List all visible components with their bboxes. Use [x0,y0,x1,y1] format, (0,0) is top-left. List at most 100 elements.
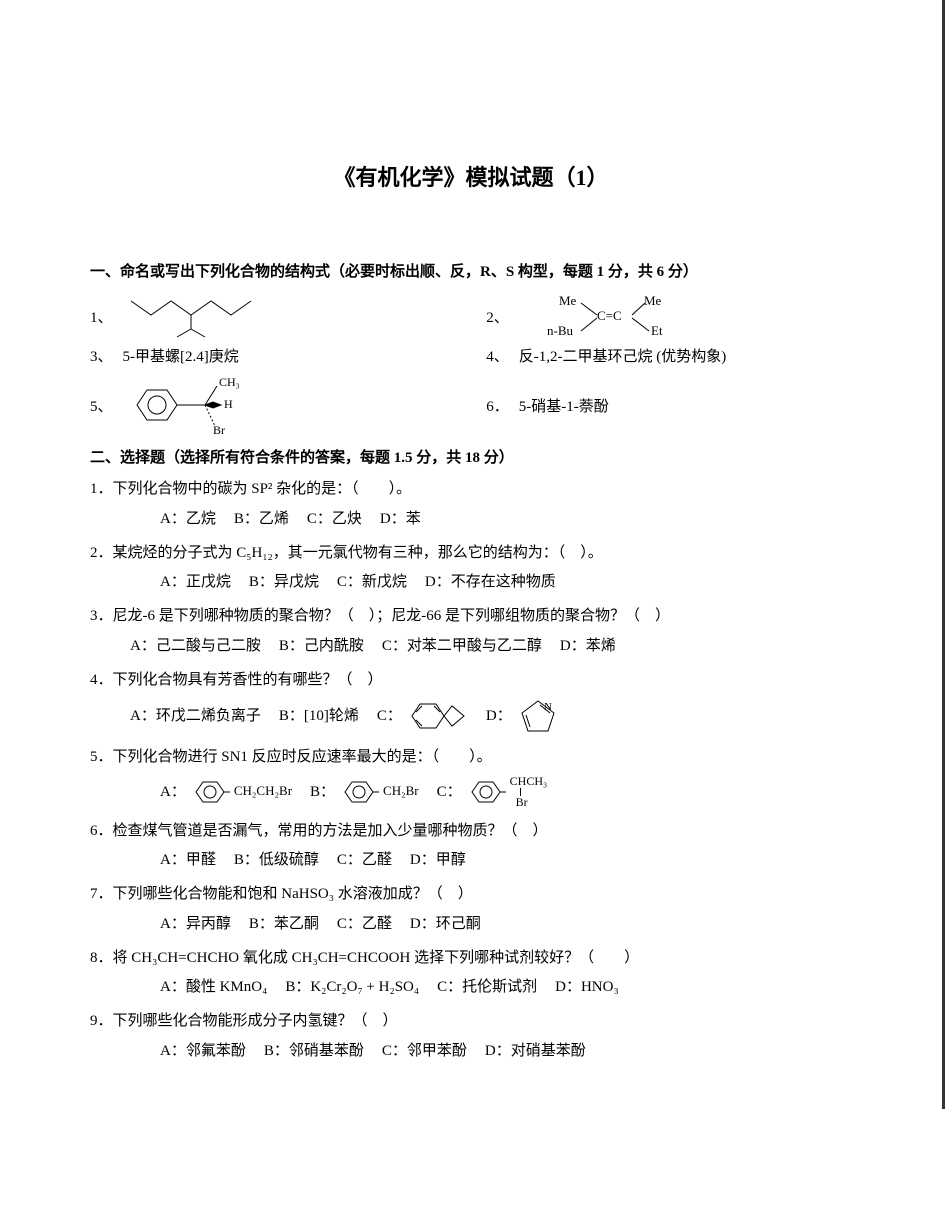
q6-A: A：甲醛 [160,848,216,872]
svg-text:N: N [544,701,552,713]
q8-options: A：酸性 KMnO₄ B：K₂Cr₂O₇ + H₂SO₄ C：托伦斯试剂 D：H… [160,975,852,999]
q8-D: D：HNO₃ [555,975,619,999]
q9-options: A：邻氟苯酚 B：邻硝基苯酚 C：邻甲苯酚 D：对硝基苯酚 [160,1039,852,1063]
q1-B: B：乙烯 [234,507,289,531]
s1-item1-structure [123,293,273,339]
s1-item2: 2、 Me Me n-Bu Et C=C [486,291,852,341]
q6-C: C：乙醛 [337,848,392,872]
q3-B: B：己内酰胺 [279,634,364,658]
q6-stem: 6．检查煤气管道是否漏气，常用的方法是加入少量哪种物质？（ ） [90,819,852,845]
s1-item5-label: 5、 [90,395,113,416]
q4-A: A：环戊二烯负离子 [130,704,261,728]
q9-C: C：邻甲苯酚 [382,1039,467,1063]
s1-item6-label: 6． [486,395,509,416]
q5-C-wrap: C： CHCH₃ Br [437,775,548,809]
q2-B: B：异戊烷 [249,570,319,594]
q5-C-textcol: CHCH₃ Br [510,775,548,809]
s1-item2-structure: Me Me n-Bu Et C=C [519,291,699,341]
s1-row-1-2: 1、 2、 Me Me n-Bu Et C=C [90,291,852,341]
q5-C-text-top: CHCH₃ [510,775,548,788]
q9-stem: 9．下列哪些化合物能形成分子内氢键？（ ） [90,1009,852,1035]
q3-D: D：苯烯 [560,634,616,658]
q4-C-wrap: C： [377,698,468,734]
s1-item1: 1、 [90,293,486,339]
q4-stem: 4．下列化合物具有芳香性的有哪些？（ ） [90,668,852,694]
s1-item4: 4、 反-1,2-二甲基环己烷 (优势构象) [486,345,852,366]
main-title: 《有机化学》模拟试题（1） [90,160,852,192]
q8-C: C：托伦斯试剂 [437,975,537,999]
q1-options: A：乙烷 B：乙烯 C：乙炔 D：苯 [160,507,852,531]
q7-A: A：异丙醇 [160,912,231,936]
s1-item3: 3、 5-甲基螺[2.4]庚烷 [90,345,486,366]
q4-C: C： [377,704,402,728]
q1-A: A：乙烷 [160,507,216,531]
q6-D: D：甲醇 [410,848,466,872]
q8-A: A：酸性 KMnO₄ [160,975,267,999]
q5-A-text: CH₂CH₂Br [234,781,292,802]
s1-item5: 5、 CH₃ H Br [90,372,486,438]
q6-B: B：低级硫醇 [234,848,319,872]
q8-B: B：K₂Cr₂O₇ + H₂SO₄ [285,975,419,999]
q2-A: A：正戊烷 [160,570,231,594]
svg-text:CH₃: CH₃ [219,375,240,389]
q5-stem: 5．下列化合物进行 SN1 反应时反应速率最大的是：（ ）。 [90,745,852,771]
svg-text:n-Bu: n-Bu [547,323,574,338]
svg-text:C=C: C=C [597,308,622,323]
q7-D: D：环己酮 [410,912,481,936]
q7-options: A：异丙醇 B：苯乙酮 C：乙醛 D：环己酮 [160,912,852,936]
section2-heading: 二、选择题（选择所有符合条件的答案，每题 1.5 分，共 18 分） [90,446,852,467]
q3-C: C：对苯二甲酸与乙二醇 [382,634,542,658]
q8-stem: 8．将 CH₃CH=CHCHO 氧化成 CH₃CH=CHCOOH 选择下列哪种试… [90,946,852,972]
q9-D: D：对硝基苯酚 [485,1039,586,1063]
q5-A-wrap: A： CH₂CH₂Br [160,777,292,807]
s1-item5-structure: CH₃ H Br [123,372,263,438]
q5-A: A： [160,780,186,804]
svg-text:Br: Br [213,423,225,437]
q1-stem: 1．下列化合物中的碳为 SP² 杂化的是：（ ）。 [90,477,852,503]
q2-options: A：正戊烷 B：异戊烷 C：新戊烷 D：不存在这种物质 [160,570,852,594]
s1-item6-text: 5-硝基-1-萘酚 [519,395,609,416]
q2-stem: 2．某烷烃的分子式为 C₅H₁₂，其一元氯代物有三种，那么它的结构为：（ ）。 [90,541,852,567]
q9-A: A：邻氟苯酚 [160,1039,246,1063]
q9-B: B：邻硝基苯酚 [264,1039,364,1063]
q5-C-phenyl [466,777,506,807]
q4-D-structure: N [516,697,560,735]
s1-item2-label: 2、 [486,306,509,327]
q5-B: B： [310,780,335,804]
q3-A: A：己二酸与己二胺 [130,634,261,658]
q5-A-phenyl [190,777,230,807]
q4-D-wrap: D： N [486,697,560,735]
q5-C-text-bot: Br [516,796,548,809]
svg-text:Me: Me [559,293,577,308]
s1-item6: 6． 5-硝基-1-萘酚 [486,395,852,416]
q3-stem: 3．尼龙-6 是下列哪种物质的聚合物？（ ）；尼龙-66 是下列哪组物质的聚合物… [90,604,852,630]
q5-B-text: CH₂Br [383,781,419,802]
q1-D: D：苯 [380,507,421,531]
q4-C-structure [406,698,468,734]
q3-options: A：己二酸与己二胺 B：己内酰胺 C：对苯二甲酸与乙二醇 D：苯烯 [130,634,852,658]
s1-item4-text: 反-1,2-二甲基环己烷 (优势构象) [519,345,726,366]
q4-D: D： [486,704,512,728]
q1-C: C：乙炔 [307,507,362,531]
s1-item1-label: 1、 [90,306,113,327]
q2-C: C：新戊烷 [337,570,407,594]
s1-row-5-6: 5、 CH₃ H Br 6． 5-硝基-1-萘酚 [90,372,852,438]
q5-B-wrap: B： CH₂Br [310,777,419,807]
q5-B-phenyl [339,777,379,807]
q4-B: B：[10]轮烯 [279,704,359,728]
q5-C: C： [437,780,462,804]
q6-options: A：甲醛 B：低级硫醇 C：乙醛 D：甲醇 [160,848,852,872]
svg-text:Et: Et [651,323,663,338]
q5-options: A： CH₂CH₂Br B： CH₂Br C： CHCH₃ Br [160,775,852,809]
document-page: 《有机化学》模拟试题（1） 一、命名或写出下列化合物的结构式（必要时标出顺、反，… [0,0,945,1109]
q7-B: B：苯乙酮 [249,912,319,936]
q2-D: D：不存在这种物质 [425,570,556,594]
q7-C: C：乙醛 [337,912,392,936]
s1-item3-label: 3、 [90,345,113,366]
svg-text:Me: Me [644,293,662,308]
section1-heading: 一、命名或写出下列化合物的结构式（必要时标出顺、反，R、S 构型，每题 1 分，… [90,260,852,281]
q4-options: A：环戊二烯负离子 B：[10]轮烯 C： D： [130,697,852,735]
s1-item4-label: 4、 [486,345,509,366]
q7-stem: 7．下列哪些化合物能和饱和 NaHSO₃ 水溶液加成？（ ） [90,882,852,908]
s1-item3-text: 5-甲基螺[2.4]庚烷 [123,345,239,366]
